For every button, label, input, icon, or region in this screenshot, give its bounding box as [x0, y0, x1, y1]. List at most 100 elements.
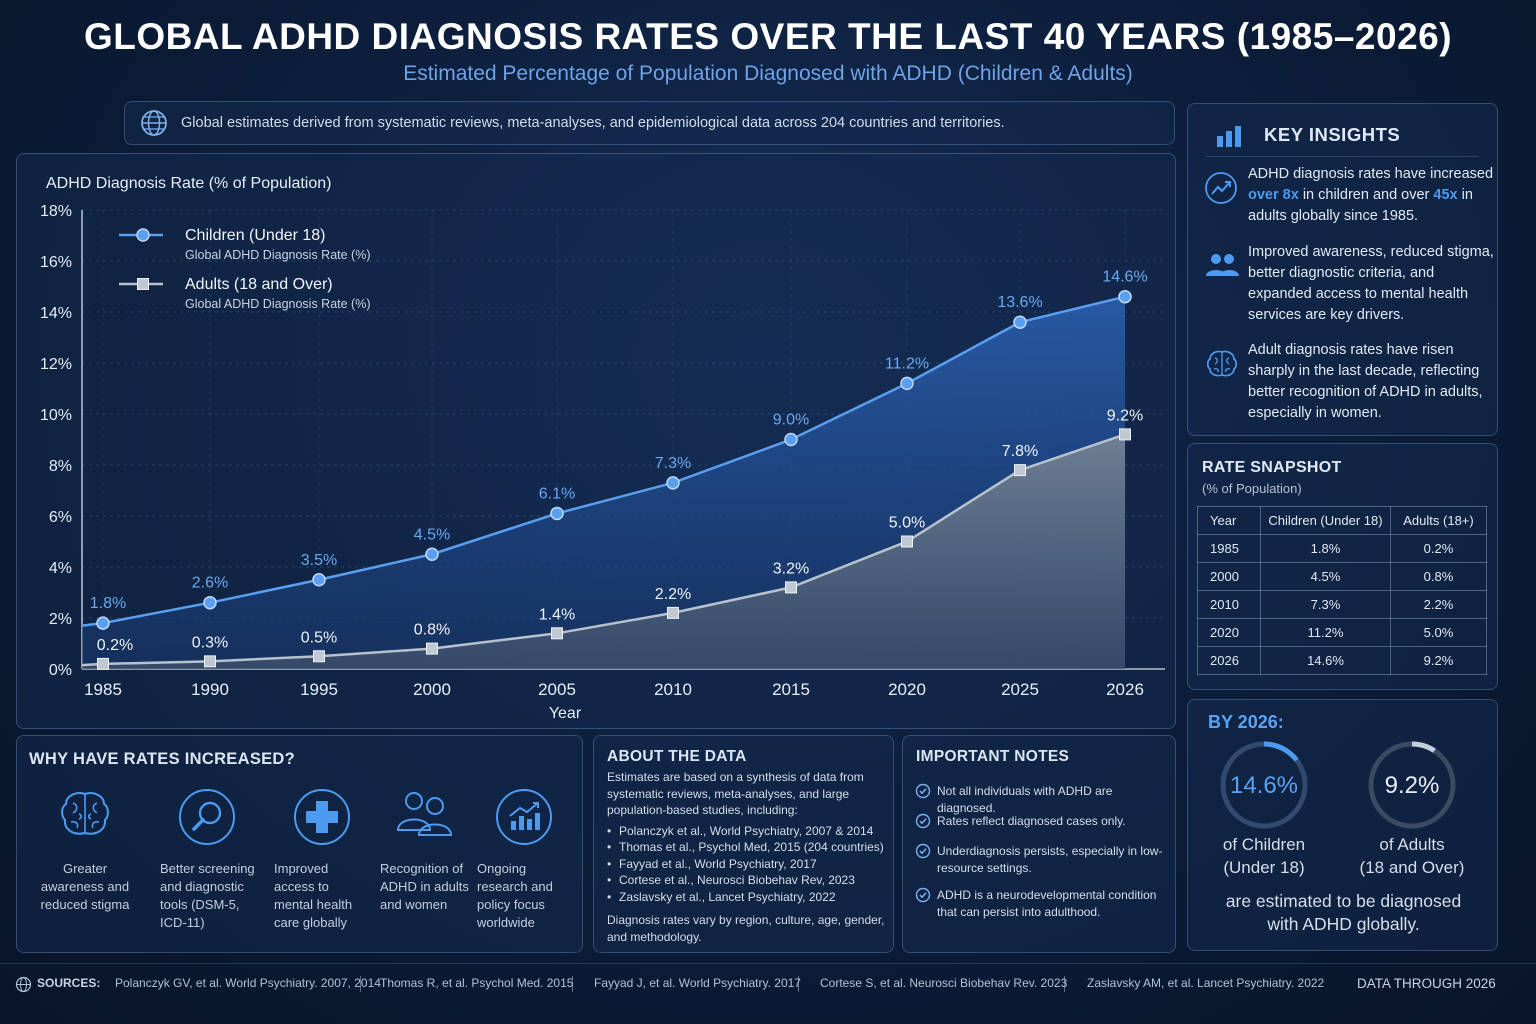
- adults-data-label: 0.2%: [97, 637, 133, 654]
- research-chart-icon: [496, 789, 552, 845]
- children-data-label: 3.5%: [301, 552, 337, 569]
- globe-icon: [141, 110, 167, 136]
- globe-icon: [15, 976, 32, 993]
- insight-1-mid: in children and over: [1298, 187, 1434, 203]
- y-tick-label: 4%: [49, 560, 72, 577]
- reference-item: Thomas et al., Psychol Med, 2015 (204 co…: [607, 839, 889, 856]
- adults-data-label: 0.3%: [192, 634, 228, 651]
- people-icon: [1206, 254, 1239, 276]
- children-point: [1118, 289, 1132, 304]
- source-separator: [1064, 976, 1065, 992]
- source-item: Polanczyk GV, et al. World Psychiatry. 2…: [115, 976, 381, 990]
- table-cell: 14.6%: [1260, 646, 1391, 675]
- info-bar: Global estimates derived from systematic…: [124, 101, 1175, 145]
- trend-up-icon: [1205, 172, 1237, 204]
- children-2026-value: 14.6%: [1229, 772, 1299, 799]
- table-row: 2010 7.3% 2.2%: [1197, 590, 1487, 619]
- x-tick-label: 2020: [888, 680, 926, 699]
- important-notes-panel: IMPORTANT NOTES Not all individuals with…: [902, 735, 1176, 953]
- y-tick-label: 18%: [40, 203, 72, 220]
- insight-item: Adult diagnosis rates have risen sharply…: [1204, 340, 1494, 424]
- children-label-line-2: (Under 18): [1223, 858, 1305, 877]
- note-text: Underdiagnosis persists, especially in l…: [937, 844, 1163, 875]
- x-tick-label: 1995: [300, 680, 338, 699]
- legend-children-label: Children (Under 18): [185, 227, 326, 244]
- people-icon: [396, 792, 453, 836]
- source-item: Thomas R, et al. Psychol Med. 2015: [380, 976, 574, 990]
- table-cell: 2026: [1197, 646, 1261, 675]
- children-point: [96, 616, 110, 630]
- adults-data-label: 2.2%: [655, 586, 691, 603]
- page-subtitle: Estimated Percentage of Population Diagn…: [403, 62, 1133, 85]
- notes-title: IMPORTANT NOTES: [916, 748, 1070, 765]
- insight-3-text: Adult diagnosis rates have risen sharply…: [1248, 342, 1483, 421]
- children-2026-label: of Children (Under 18): [1189, 833, 1339, 879]
- why-rates-increased-panel: WHY HAVE RATES INCREASED? Greater awaren…: [16, 735, 583, 953]
- rate-snapshot-panel: RATE SNAPSHOT (% of Population) Year Chi…: [1187, 443, 1498, 690]
- why-item-text: Recognition of ADHD in adults and women: [380, 861, 469, 912]
- note-text: Rates reflect diagnosed cases only.: [937, 814, 1126, 828]
- adults-point: [1119, 428, 1131, 441]
- why-item-text: Better screening and diagnostic tools (D…: [160, 861, 255, 930]
- adults-data-label: 1.4%: [539, 606, 575, 623]
- table-cell: 7.3%: [1260, 590, 1391, 619]
- key-insights-title: KEY INSIGHTS: [1264, 124, 1401, 145]
- data-through-label: DATA THROUGH 2026: [1357, 976, 1496, 991]
- adults-point: [426, 642, 438, 655]
- sources-label: SOURCES:: [37, 976, 101, 990]
- adults-data-label: 9.2%: [1107, 407, 1143, 424]
- column-header: Adults (18+): [1390, 506, 1487, 535]
- children-point: [550, 506, 564, 521]
- x-tick-label: 2026: [1106, 680, 1144, 699]
- table-cell: 4.5%: [1260, 562, 1391, 591]
- x-tick-label: 2015: [772, 680, 810, 699]
- why-item-text: Greater awareness and reduced stigma: [40, 861, 130, 912]
- source-item: Cortese S, et al. Neurosci Biobehav Rev.…: [820, 976, 1068, 990]
- y-tick-label: 14%: [40, 305, 72, 322]
- why-item: Recognition of ADHD in adults and women: [380, 786, 470, 914]
- source-separator: [360, 976, 361, 992]
- magnifier-icon: [179, 789, 235, 845]
- note-item: ADHD is a neurodevelopmental condition t…: [915, 887, 1173, 921]
- reference-item: Zaslavsky et al., Lancet Psychiatry, 202…: [607, 889, 889, 906]
- adults-point: [901, 535, 913, 548]
- why-item: Greater awareness and reduced stigma: [30, 786, 140, 914]
- why-item: Ongoing research and policy focus worldw…: [477, 786, 577, 932]
- source-separator: [572, 976, 573, 992]
- table-cell: 2.2%: [1390, 590, 1487, 619]
- by-2026-panel: BY 2026: 14.6% of Children (Under 18) 9.…: [1187, 699, 1498, 951]
- y-tick-label: 10%: [40, 407, 72, 424]
- insight-1-post: in adults globally since 1985.: [1248, 187, 1473, 224]
- note-item: Underdiagnosis persists, especially in l…: [915, 843, 1173, 877]
- brain-icon: [61, 792, 109, 835]
- about-footer: Diagnosis rates vary by region, culture,…: [607, 913, 885, 944]
- by-2026-footer-line-1: are estimated to be diagnosed: [1225, 891, 1462, 911]
- note-text: ADHD is a neurodevelopmental condition t…: [937, 888, 1157, 919]
- info-text: Global estimates derived from systematic…: [181, 115, 1005, 131]
- adults-point: [313, 650, 325, 663]
- x-tick-label: 1985: [84, 680, 122, 699]
- why-item-text: Improved access to mental health care gl…: [274, 861, 353, 930]
- table-cell: 9.2%: [1390, 646, 1487, 675]
- table-cell: 5.0%: [1390, 618, 1487, 647]
- y-tick-label: 2%: [49, 611, 72, 628]
- x-tick-label: 2010: [654, 680, 692, 699]
- children-point: [900, 376, 914, 391]
- children-point: [666, 476, 680, 490]
- children-label-line-1: of Children: [1222, 835, 1306, 854]
- medical-cross-icon: [294, 789, 350, 845]
- table-header-row: Year Children (Under 18) Adults (18+): [1197, 506, 1487, 535]
- by-2026-title: BY 2026:: [1208, 712, 1284, 732]
- children-point: [425, 547, 439, 561]
- children-data-label: 4.5%: [414, 526, 450, 543]
- children-data-label: 11.2%: [885, 355, 929, 372]
- children-data-label: 9.0%: [773, 412, 809, 429]
- key-insights-header: KEY INSIGHTS: [1216, 122, 1400, 148]
- sources-footer: SOURCES: Polanczyk GV, et al. World Psyc…: [0, 976, 1536, 996]
- adults-label-line-1: of Adults: [1379, 835, 1445, 854]
- x-tick-label: 2005: [538, 680, 576, 699]
- children-point: [1013, 315, 1027, 329]
- adults-progress-ring: [1368, 741, 1456, 829]
- footer-divider: [0, 963, 1536, 964]
- legend-adults-label: Adults (18 and Over): [185, 276, 333, 293]
